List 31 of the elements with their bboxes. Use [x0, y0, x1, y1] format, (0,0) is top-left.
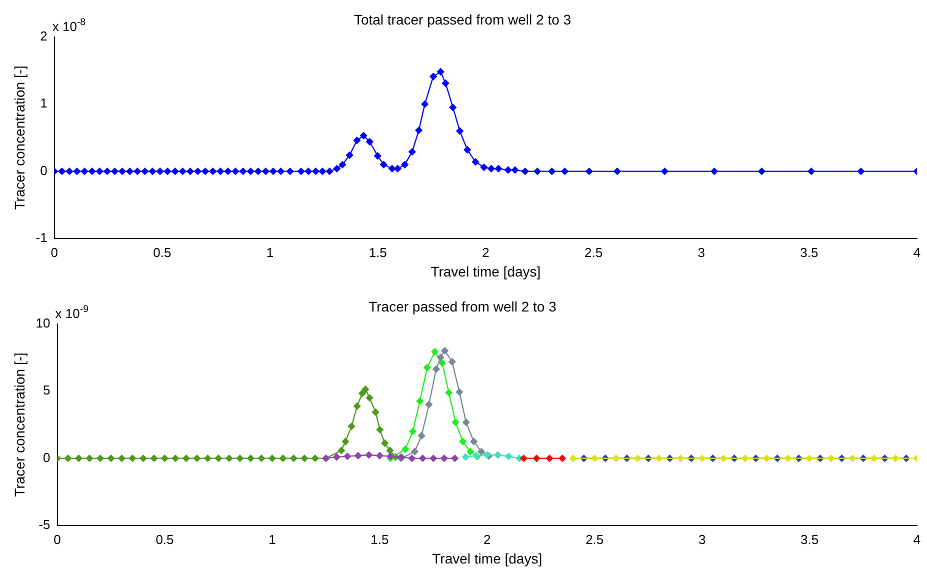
- x-tick-label: 1.5: [368, 244, 387, 260]
- x-tick-label: 1.5: [370, 532, 389, 547]
- x-tick-label: 3.5: [800, 532, 819, 547]
- x-tick-label: 2.5: [584, 244, 603, 260]
- x-tick-label: 2: [482, 244, 490, 260]
- x-tick-label: 1: [268, 532, 276, 547]
- x-tick-label: 0: [54, 532, 61, 547]
- x-tick-label: 0.5: [156, 532, 174, 547]
- x-tick-label: 4: [913, 244, 921, 260]
- chart-title: Total tracer passed from well 2 to 3: [354, 11, 572, 28]
- y-axis-title: Tracer concentration [-]: [11, 66, 28, 210]
- y-tick-label: 1: [40, 96, 48, 111]
- x-tick-label: 3: [698, 532, 706, 547]
- y-tick-label: -1: [36, 230, 48, 246]
- y-tick-label: 5: [43, 382, 50, 398]
- x-tick-label: 2.5: [586, 532, 604, 547]
- x-tick-label: 4: [913, 532, 921, 547]
- y-tick-label: 0: [40, 162, 48, 178]
- y-tick-label: 10: [36, 315, 50, 330]
- y-tick-label: 2: [40, 28, 48, 44]
- y-tick-label: -5: [38, 517, 50, 532]
- x-tick-label: 2: [484, 532, 491, 547]
- x-tick-label: 0.5: [153, 244, 172, 260]
- x-tick-label: 3: [698, 244, 705, 260]
- chart-title: Tracer passed from well 2 to 3: [368, 298, 557, 314]
- x-axis-title: Travel time [days]: [432, 550, 542, 566]
- x-tick-label: 3.5: [800, 244, 818, 260]
- y-tick-label: 0: [43, 450, 50, 465]
- y-axis-title: Tracer concentration [-]: [11, 352, 28, 497]
- x-tick-label: 1: [266, 244, 274, 260]
- x-axis-title: Travel time [days]: [430, 263, 541, 280]
